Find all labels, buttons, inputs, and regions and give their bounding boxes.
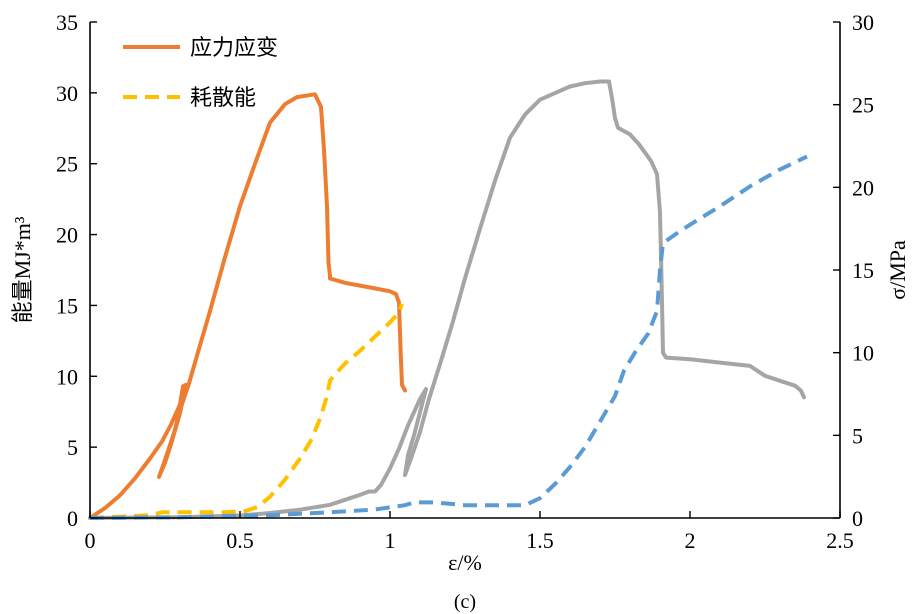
left-y-tick-label: 20 bbox=[56, 223, 78, 248]
left-y-tick-label: 35 bbox=[56, 10, 78, 35]
x-tick-label: 0 bbox=[85, 528, 96, 553]
legend-label-dissipated-energy: 耗散能 bbox=[190, 85, 256, 110]
figure-caption: (c) bbox=[454, 591, 476, 613]
x-tick-label: 2.5 bbox=[826, 528, 854, 553]
right-y-tick-label: 5 bbox=[852, 423, 863, 448]
left-y-tick-label: 25 bbox=[56, 152, 78, 177]
right-y-tick-label: 10 bbox=[852, 341, 874, 366]
right-y-tick-label: 15 bbox=[852, 258, 874, 283]
x-ticks: 0 0.5 1 1.5 2 2.5 bbox=[85, 511, 854, 553]
gray-stress-strain-line bbox=[88, 79, 806, 520]
series-layer bbox=[88, 79, 808, 520]
legend-label-stress-strain: 应力应变 bbox=[190, 35, 278, 60]
y-left-ticks: 0 5 10 15 20 25 30 35 bbox=[56, 10, 97, 531]
left-y-tick-label: 10 bbox=[56, 364, 78, 389]
y-right-ticks: 0 5 10 15 20 25 30 bbox=[833, 10, 874, 531]
right-y-axis-title: σ/MPa bbox=[885, 240, 910, 300]
right-y-tick-label: 30 bbox=[852, 10, 874, 35]
left-y-tick-label: 15 bbox=[56, 293, 78, 318]
stress-strain-line bbox=[88, 92, 407, 520]
dissipated-energy-line bbox=[89, 303, 404, 520]
right-y-tick-label: 0 bbox=[852, 506, 863, 531]
right-y-tick-label: 20 bbox=[852, 175, 874, 200]
left-y-axis-title: 能量MJ*m³ bbox=[10, 216, 35, 323]
legend: 应力应变 耗散能 bbox=[123, 35, 278, 110]
left-y-tick-label: 5 bbox=[67, 435, 78, 460]
left-y-tick-label: 30 bbox=[56, 81, 78, 106]
x-tick-label: 1.5 bbox=[526, 528, 554, 553]
x-tick-label: 2 bbox=[685, 528, 696, 553]
x-tick-label: 1 bbox=[385, 528, 396, 553]
x-axis-title: ε/% bbox=[448, 550, 482, 575]
left-y-tick-label: 0 bbox=[67, 506, 78, 531]
right-y-tick-label: 25 bbox=[852, 93, 874, 118]
x-tick-label: 0.5 bbox=[226, 528, 254, 553]
